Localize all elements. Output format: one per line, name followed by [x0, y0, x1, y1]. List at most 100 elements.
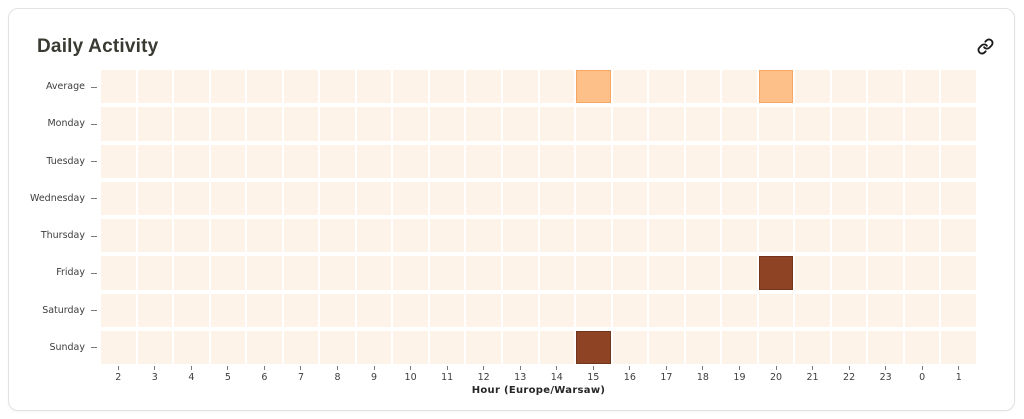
heatmap-grid [101, 70, 976, 364]
heatmap-cell [210, 181, 246, 215]
heatmap-cell [831, 144, 867, 178]
y-tick-mark [91, 310, 97, 312]
x-tick-label: 11 [441, 372, 454, 383]
heatmap-cell [941, 181, 976, 215]
heatmap-cell [393, 293, 428, 327]
heatmap-cell [904, 219, 940, 253]
heatmap-cell [904, 181, 940, 215]
y-tick-label: Sunday [49, 341, 85, 353]
x-tick-mark [227, 366, 229, 370]
heatmap-cell [795, 107, 830, 141]
heatmap-cell [612, 219, 648, 253]
heatmap-cell [247, 330, 282, 364]
heatmap-cell [539, 330, 575, 364]
heatmap-cell [466, 293, 501, 327]
x-tick-label: 23 [879, 372, 892, 383]
heatmap-cell [137, 293, 173, 327]
heatmap-cell [795, 293, 830, 327]
heatmap-cell [320, 293, 355, 327]
heatmap-cell [904, 330, 940, 364]
x-tick-label: 2 [115, 372, 122, 383]
heatmap-cell [539, 107, 575, 141]
heatmap-cell [685, 330, 721, 364]
heatmap-cell [831, 330, 867, 364]
heatmap-cell [247, 256, 282, 290]
heatmap-cell [429, 181, 465, 215]
heatmap-cell [685, 70, 721, 104]
x-tick-mark [337, 366, 339, 370]
heatmap-cell [174, 144, 209, 178]
x-tick-label: 12 [477, 372, 490, 383]
heatmap-cell [941, 107, 976, 141]
x-tick-mark [190, 366, 192, 370]
heatmap-cell [868, 330, 903, 364]
heatmap-cell [539, 256, 575, 290]
heatmap-cell [868, 107, 903, 141]
panel-title: Daily Activity [37, 36, 159, 57]
heatmap-cell [904, 70, 940, 104]
heatmap-cell [868, 144, 903, 178]
heatmap-cell [941, 293, 976, 327]
heatmap-cell [576, 70, 611, 104]
y-tick-mark [91, 272, 97, 274]
link-icon[interactable] [974, 35, 996, 57]
x-tick-mark [958, 366, 960, 370]
heatmap-cell [283, 144, 319, 178]
heatmap-cell [868, 256, 903, 290]
heatmap-cell [320, 330, 355, 364]
heatmap-cell [466, 330, 501, 364]
heatmap-cell [941, 330, 976, 364]
y-tick-label: Tuesday [46, 155, 85, 167]
heatmap-cell [831, 219, 867, 253]
heatmap-cell [649, 70, 684, 104]
heatmap-cell [393, 70, 428, 104]
heatmap-cell [758, 70, 794, 104]
heatmap-cell [356, 219, 392, 253]
heatmap-cell [393, 256, 428, 290]
y-tick-label: Average [45, 81, 85, 93]
y-tick-label: Friday [56, 267, 85, 279]
x-tick-label: 0 [919, 372, 926, 383]
heatmap-cell [758, 181, 794, 215]
heatmap-cell [466, 256, 501, 290]
heatmap-cell [320, 219, 355, 253]
heatmap-cell [283, 181, 319, 215]
heatmap-cell [941, 219, 976, 253]
heatmap-cell [502, 70, 538, 104]
heatmap-cell [539, 219, 575, 253]
x-tick-mark [154, 366, 156, 370]
heatmap-cell [174, 70, 209, 104]
heatmap-cell [429, 219, 465, 253]
x-tick-mark [483, 366, 485, 370]
heatmap-cell [795, 144, 830, 178]
heatmap-cell [393, 219, 428, 253]
heatmap-cell [795, 181, 830, 215]
y-tick-mark [91, 86, 97, 88]
x-tick-label: 21 [806, 372, 819, 383]
heatmap-cell [502, 181, 538, 215]
x-tick-mark [519, 366, 521, 370]
heatmap-cell [868, 70, 903, 104]
x-tick-label: 10 [404, 372, 417, 383]
x-tick-label: 4 [188, 372, 195, 383]
x-tick-mark [117, 366, 119, 370]
heatmap-cell [320, 107, 355, 141]
x-tick-mark [592, 366, 594, 370]
heatmap-cell [429, 144, 465, 178]
heatmap-cell [612, 330, 648, 364]
x-tick-mark [446, 366, 448, 370]
x-tick-label: 1 [955, 372, 962, 383]
x-tick-label: 7 [297, 372, 304, 383]
heatmap-cell [174, 107, 209, 141]
heatmap-cell [831, 256, 867, 290]
heatmap-cell [356, 107, 392, 141]
heatmap-cell [210, 256, 246, 290]
heatmap-cell [247, 144, 282, 178]
heatmap-cell [393, 330, 428, 364]
y-tick-mark [91, 235, 97, 237]
heatmap-cell [758, 144, 794, 178]
heatmap-cell [466, 144, 501, 178]
heatmap-cell [539, 144, 575, 178]
heatmap-cell [868, 293, 903, 327]
heatmap-cell [502, 330, 538, 364]
